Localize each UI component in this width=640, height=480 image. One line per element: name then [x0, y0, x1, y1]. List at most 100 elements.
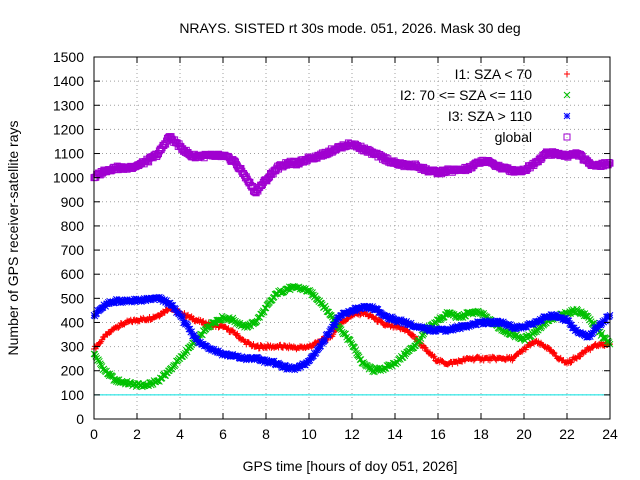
data-point-interp [95, 356, 102, 363]
axis-ticks: 0100200300400500600700800900100011001200… [53, 49, 618, 442]
x-tick-label: 12 [344, 426, 360, 442]
data-point-interp [261, 304, 269, 312]
data-point-interp [270, 357, 278, 365]
data-point-interp [319, 340, 326, 347]
x-tick-label: 18 [473, 426, 489, 442]
data-point-interp [163, 297, 170, 304]
data-point-interp [586, 333, 594, 341]
legend-marker [564, 71, 570, 77]
data-point-interp [600, 318, 608, 326]
x-tick-label: 8 [262, 426, 270, 442]
data-point-interp [102, 302, 109, 310]
data-point-interp [383, 312, 391, 320]
data-point-interp [409, 331, 416, 338]
data-point-interp [378, 318, 385, 325]
grid [94, 57, 610, 419]
y-tick-label: 1300 [53, 97, 84, 113]
data-point-interp [183, 321, 191, 328]
data-point-interp [582, 330, 590, 338]
x-tick-label: 22 [559, 426, 575, 442]
y-tick-label: 1200 [53, 121, 84, 137]
data-point-interp [426, 349, 433, 356]
x-tick-label: 10 [301, 426, 317, 442]
y-tick-label: 700 [61, 242, 85, 258]
chart-title: NRAYS. SISTED rt 30s mode. 051, 2026. Ma… [179, 20, 520, 36]
data-point-interp [169, 302, 177, 309]
data-point-interp [336, 313, 343, 321]
data-point-interp [164, 369, 171, 377]
data-point-interp [538, 316, 546, 324]
data-point-interp [433, 325, 441, 332]
y-tick-label: 1100 [54, 146, 84, 162]
data-series [90, 133, 614, 391]
data-point-interp [116, 323, 123, 330]
data-point-interp [99, 336, 106, 343]
data-point-interp [605, 159, 613, 167]
data-point-interp [580, 350, 587, 357]
data-point-interp [397, 316, 405, 324]
data-point-interp [325, 308, 333, 316]
data-point-interp [380, 311, 387, 319]
x-tick-label: 24 [602, 426, 618, 442]
data-point-interp [540, 342, 547, 349]
data-point-interp [156, 296, 164, 304]
data-point-interp [282, 362, 290, 370]
data-point-interp [369, 303, 376, 310]
data-point-interp [161, 296, 169, 304]
data-point-interp [99, 304, 107, 312]
data-point-interp [590, 327, 598, 334]
data-point-interp [527, 342, 534, 349]
y-tick-label: 200 [61, 363, 85, 379]
data-point-interp [261, 356, 269, 363]
x-tick-label: 16 [430, 426, 446, 442]
data-point-interp [372, 315, 379, 322]
data-point-interp [331, 321, 339, 329]
x-tick-label: 20 [516, 426, 532, 442]
data-point-interp [365, 305, 373, 312]
data-point-interp [502, 357, 509, 364]
legend-label: global [495, 129, 532, 145]
data-point-interp [209, 319, 217, 326]
data-point-interp [358, 303, 366, 311]
data-point-interp [179, 314, 187, 322]
y-tick-label: 500 [61, 290, 85, 306]
data-point-interp [550, 349, 557, 356]
data-point-interp [509, 357, 516, 364]
data-point-interp [422, 344, 429, 351]
data-point-interp [444, 325, 452, 333]
data-point-interp [96, 357, 103, 365]
series-square [90, 133, 614, 197]
data-point-interp [486, 319, 494, 327]
data-point-interp [567, 359, 574, 366]
data-point-interp [184, 322, 192, 330]
data-point-interp [536, 315, 544, 323]
data-point-interp [432, 327, 440, 335]
data-point-interp [507, 321, 514, 328]
data-point-interp [250, 340, 257, 347]
y-tick-label: 0 [76, 411, 84, 427]
legend-marker [563, 133, 571, 141]
data-point-interp [326, 327, 333, 335]
data-point-interp [605, 339, 613, 346]
y-axis-label: Number of GPS receiver-satellite rays [5, 121, 21, 356]
data-point-interp [410, 333, 417, 340]
data-point-interp [532, 326, 539, 334]
data-point-interp [486, 357, 493, 364]
data-point-interp [217, 349, 225, 357]
legend-marker [563, 112, 571, 120]
data-point-interp [240, 355, 247, 363]
x-tick-label: 6 [219, 426, 227, 442]
data-point-interp [296, 362, 304, 369]
y-tick-label: 800 [61, 218, 85, 234]
data-point-interp [260, 308, 268, 316]
data-point-interp [565, 317, 573, 325]
data-point-interp [247, 354, 255, 361]
y-tick-label: 300 [61, 339, 85, 355]
data-point-interp [568, 359, 575, 366]
y-tick-label: 100 [61, 387, 85, 403]
data-point-interp [190, 331, 198, 339]
data-point-interp [509, 324, 516, 332]
x-axis-label: GPS time [hours of doy 051, 2026] [243, 458, 458, 474]
x-tick-label: 2 [133, 426, 141, 442]
